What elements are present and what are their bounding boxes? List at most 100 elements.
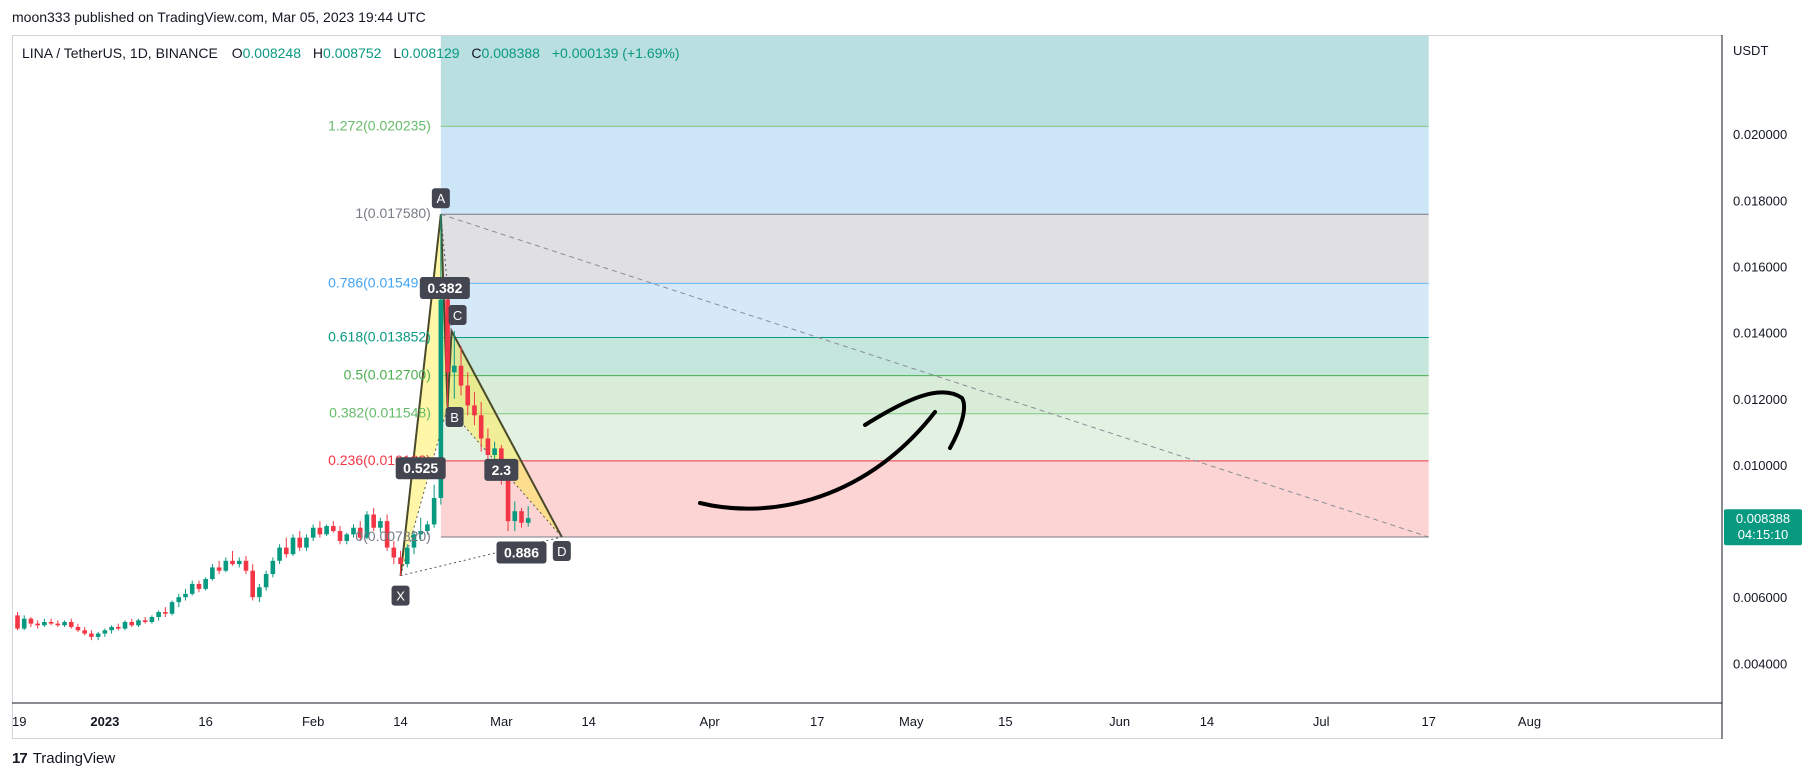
candle-2023-01-28[interactable] — [284, 537, 289, 558]
candle-body — [512, 511, 518, 522]
candle-2023-01-04[interactable] — [122, 620, 128, 631]
candle-2022-12-20[interactable] — [21, 615, 27, 631]
candle-2023-01-16[interactable] — [203, 577, 208, 591]
pattern-point-d[interactable]: D — [552, 540, 571, 561]
candle-2023-01-24[interactable] — [257, 583, 262, 603]
hand-drawn-arrow[interactable] — [698, 390, 967, 511]
candle-body — [42, 621, 47, 626]
candle-2023-02-14[interactable] — [398, 550, 403, 576]
pattern-ratio-0-886[interactable]: 0.886 — [496, 541, 547, 564]
candle-2022-12-23[interactable] — [42, 618, 47, 627]
pattern-point-x[interactable]: X — [391, 585, 410, 606]
fib-label-0: 0(0.007820) — [355, 528, 431, 544]
candle-body — [384, 521, 390, 548]
candle-2023-02-16[interactable] — [411, 531, 417, 555]
high-value: 0.008752 — [323, 45, 382, 61]
candle-2023-02-06[interactable] — [344, 532, 350, 545]
candle-2023-01-01[interactable] — [102, 628, 108, 637]
price-axis-panel[interactable] — [1722, 35, 1804, 739]
candle-2023-03-03[interactable] — [512, 501, 518, 532]
candle-2023-02-12[interactable] — [384, 514, 390, 551]
candle-2023-01-14[interactable] — [189, 580, 195, 596]
candle-2023-01-22[interactable] — [243, 555, 249, 575]
candle-2023-01-03[interactable] — [116, 623, 121, 631]
candle-2023-01-30[interactable] — [297, 531, 303, 551]
candle-2023-01-17[interactable] — [210, 564, 215, 581]
candle-2022-12-24[interactable] — [48, 618, 54, 626]
candle-2023-02-13[interactable] — [391, 540, 397, 565]
pattern-point-c[interactable]: C — [448, 304, 467, 325]
candle-2022-12-31[interactable] — [95, 631, 101, 641]
candle-2023-02-11[interactable] — [378, 517, 383, 533]
candle-2023-02-26[interactable] — [478, 402, 484, 452]
candle-2023-02-24[interactable] — [465, 372, 471, 416]
candle-2023-02-02[interactable] — [317, 521, 323, 538]
candle-2023-02-18[interactable] — [425, 521, 430, 535]
pattern-point-a[interactable]: A — [431, 188, 450, 209]
candle-2023-02-05[interactable] — [337, 526, 343, 545]
candle-2023-03-05[interactable] — [525, 506, 531, 527]
candle-2022-12-30[interactable] — [89, 630, 94, 641]
candle-2022-12-27[interactable] — [68, 618, 74, 629]
candle-2023-01-31[interactable] — [304, 534, 309, 551]
candle-2023-02-23[interactable] — [458, 345, 464, 396]
candle-2022-12-28[interactable] — [75, 623, 81, 632]
candle-2022-12-22[interactable] — [35, 620, 40, 629]
candle-2022-12-29[interactable] — [82, 626, 87, 636]
candle-2023-02-09[interactable] — [364, 511, 370, 540]
candle-2023-01-05[interactable] — [129, 618, 135, 627]
candle-2023-02-15[interactable] — [404, 544, 410, 568]
candle-2022-12-19[interactable] — [15, 612, 20, 631]
candle-2023-02-27[interactable] — [485, 428, 491, 465]
candle-2023-02-04[interactable] — [331, 521, 336, 533]
candle-series — [15, 214, 531, 641]
candle-2023-02-03[interactable] — [324, 524, 329, 536]
candle-2023-02-07[interactable] — [351, 524, 356, 538]
pattern-ratio-0-382[interactable]: 0.382 — [419, 276, 470, 299]
candle-2023-02-25[interactable] — [472, 392, 477, 426]
candle-body — [411, 534, 417, 548]
candle-2022-12-21[interactable] — [28, 617, 34, 627]
candle-2023-02-08[interactable] — [357, 521, 363, 541]
pattern-ratio-text: 0.886 — [504, 545, 539, 561]
candle-2023-01-23[interactable] — [250, 564, 255, 601]
candle-2023-02-19[interactable] — [431, 484, 437, 528]
candle-2023-02-20[interactable] — [438, 214, 444, 505]
candle-2023-01-26[interactable] — [270, 557, 276, 578]
candle-2023-02-22[interactable] — [452, 330, 457, 399]
candle-body — [357, 527, 363, 538]
pattern-ratio-0-525[interactable]: 0.525 — [395, 457, 446, 480]
candle-2023-01-29[interactable] — [290, 534, 296, 556]
candle-2023-01-19[interactable] — [223, 557, 229, 573]
candle-2023-01-09[interactable] — [156, 610, 161, 621]
candle-2023-02-17[interactable] — [418, 517, 423, 541]
candle-2023-02-21[interactable] — [445, 279, 450, 408]
candle-2023-02-10[interactable] — [371, 507, 376, 532]
candle-2023-01-27[interactable] — [277, 544, 282, 565]
candle-2023-01-02[interactable] — [109, 625, 114, 634]
candle-2023-01-25[interactable] — [263, 570, 269, 591]
pattern-ratio-2-3[interactable]: 2.3 — [484, 458, 519, 481]
symbol-legend[interactable]: LINA / TetherUS, 1D, BINANCE O0.008248 H… — [22, 45, 680, 61]
dashed-trend-line[interactable] — [440, 213, 1429, 538]
candle-body — [122, 621, 128, 629]
candle-2023-01-11[interactable] — [169, 600, 175, 616]
candle-2023-01-12[interactable] — [176, 593, 182, 608]
candle-2023-01-18[interactable] — [216, 560, 222, 575]
pattern-point-b[interactable]: B — [445, 407, 464, 428]
candle-2023-01-21[interactable] — [236, 557, 242, 568]
candle-2023-01-06[interactable] — [136, 618, 141, 627]
candle-2023-01-08[interactable] — [149, 615, 155, 624]
candle-2023-02-01[interactable] — [310, 524, 316, 541]
candle-2022-12-26[interactable] — [62, 620, 67, 627]
candle-2023-01-10[interactable] — [163, 607, 168, 618]
candle-2022-12-25[interactable] — [55, 620, 61, 627]
candle-2023-01-07[interactable] — [142, 617, 148, 624]
candle-2023-03-04[interactable] — [519, 507, 524, 528]
footer-brand[interactable]: 17 TradingView — [12, 750, 115, 767]
time-axis-ticks: 19 2023 16 Feb 14 Mar 14 Apr 17 May 15 Jun 14 Jul 17 Au… — [12, 714, 1541, 729]
candle-2023-01-15[interactable] — [196, 580, 202, 593]
candle-2023-01-13[interactable] — [183, 588, 188, 601]
candle-2023-01-20[interactable] — [230, 550, 235, 566]
